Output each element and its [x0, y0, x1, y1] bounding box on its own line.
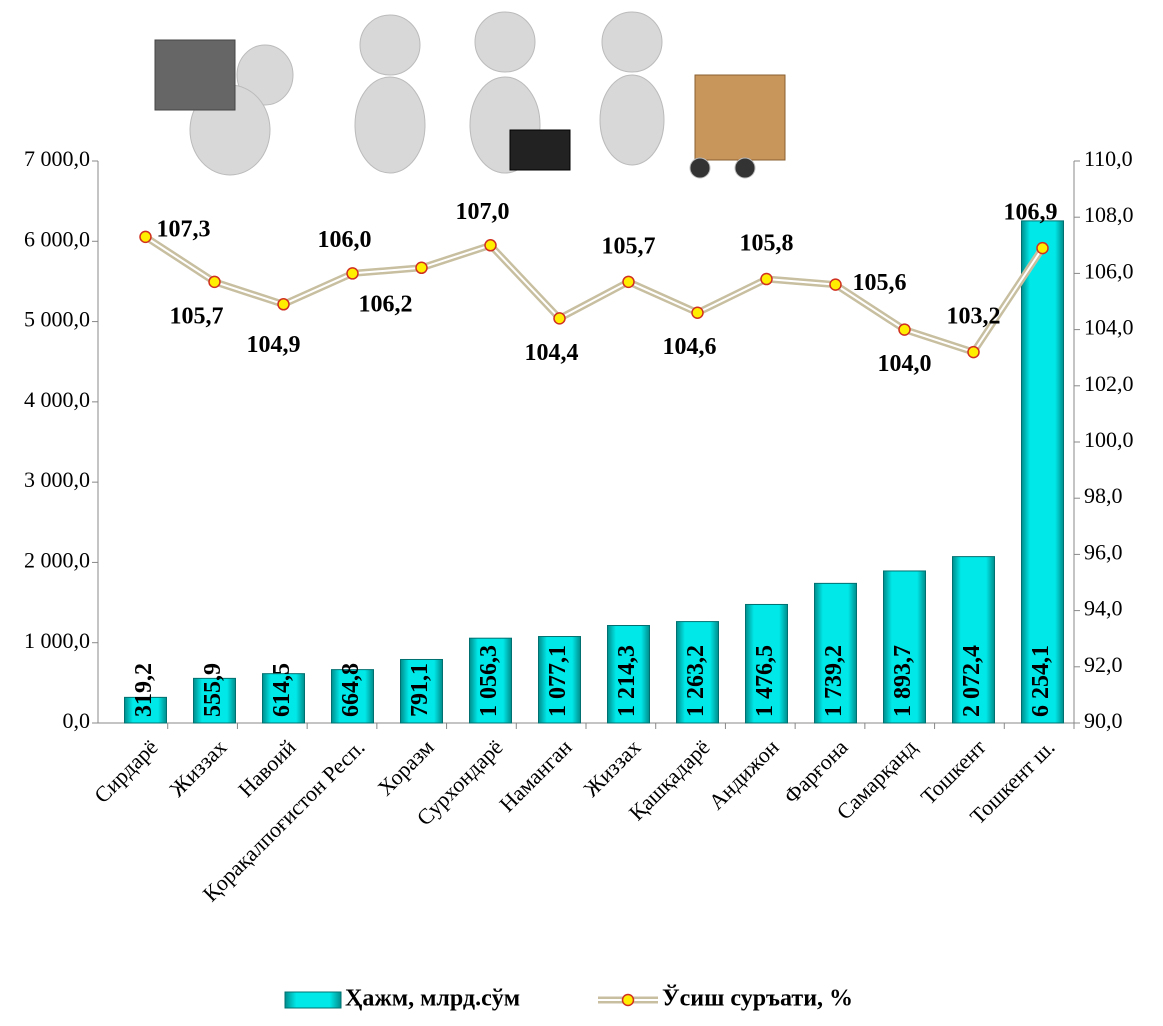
- bar: [469, 637, 512, 724]
- x-tick-label: Хоразм: [372, 734, 438, 800]
- line-value-label: 104,9: [247, 332, 301, 358]
- line-marker: [139, 230, 152, 244]
- bar-value-label: 1 893,7: [890, 645, 916, 717]
- bar-value-label: 664,8: [338, 663, 364, 717]
- bar-value-label: 2 072,4: [959, 645, 985, 717]
- legend-swatch-marker: [621, 993, 635, 1007]
- legend-label: Ҳажм, млрд.сўм: [345, 986, 520, 1012]
- line-marker: [208, 275, 221, 289]
- bar: [607, 625, 650, 724]
- bar-value-label: 614,5: [269, 663, 295, 717]
- y2-tick-label: 94,0: [1084, 596, 1123, 621]
- y-tick-label: 1 000,0: [24, 628, 90, 653]
- bar: [262, 673, 305, 724]
- bar: [538, 636, 581, 724]
- x-tick-label: Навоий: [233, 734, 301, 802]
- y2-tick-label: 92,0: [1084, 652, 1123, 677]
- line-marker: [760, 272, 773, 286]
- line-value-label: 107,0: [456, 199, 510, 225]
- bar: [193, 677, 236, 724]
- bar-value-label: 791,1: [407, 663, 433, 717]
- line-marker: [553, 312, 566, 325]
- line-value-label: 107,3: [157, 216, 211, 242]
- bar-value-label: 1 056,3: [476, 645, 502, 717]
- legend-label: Ўсиш суръати, %: [662, 986, 853, 1012]
- y2-tick-label: 102,0: [1084, 371, 1134, 396]
- line-marker: [967, 345, 980, 359]
- y-tick-label: 3 000,0: [24, 467, 90, 492]
- bar: [814, 582, 857, 724]
- line-marker: [1036, 241, 1049, 255]
- x-tick-label: Андижон: [704, 734, 784, 814]
- illustrations: [154, 11, 786, 179]
- y2-tick-label: 110,0: [1084, 146, 1133, 171]
- bar-value-label: 555,9: [200, 663, 226, 717]
- bar-value-label: 1 476,5: [752, 645, 778, 717]
- y2-tick-label: 98,0: [1084, 483, 1123, 508]
- line-value-label: 104,6: [663, 334, 717, 360]
- y-tick-label: 6 000,0: [24, 226, 90, 251]
- bar: [883, 570, 926, 724]
- bar: [676, 621, 719, 724]
- line-marker: [898, 323, 911, 336]
- bar-value-label: 319,2: [131, 663, 157, 717]
- line-value-label: 105,7: [170, 303, 224, 329]
- line-value-label: 104,0: [878, 351, 932, 377]
- line-value-label: 105,8: [740, 231, 794, 257]
- y2-tick-label: 90,0: [1084, 708, 1123, 733]
- y2-tick-label: 108,0: [1084, 202, 1134, 227]
- line-marker: [415, 261, 428, 275]
- y2-tick-label: 106,0: [1084, 258, 1134, 283]
- bar-value-label: 1 077,1: [545, 645, 571, 717]
- y2-tick-label: 96,0: [1084, 539, 1123, 564]
- y2-tick-label: 104,0: [1084, 315, 1134, 340]
- bar: [1021, 220, 1064, 724]
- bar-value-label: 6 254,1: [1028, 645, 1054, 717]
- y-tick-label: 5 000,0: [24, 307, 90, 332]
- y2-tick-label: 100,0: [1084, 427, 1134, 452]
- x-tick-label: Жиззах: [578, 734, 645, 801]
- x-tick-label: Наманган: [494, 734, 577, 817]
- line-value-label: 103,2: [947, 304, 1001, 330]
- line-value-label: 106,2: [359, 291, 413, 317]
- line-value-label: 104,4: [525, 340, 579, 366]
- line-marker: [346, 267, 359, 280]
- line-value-label: 106,9: [1004, 200, 1058, 226]
- line-value-label: 105,7: [602, 233, 656, 259]
- legend-swatch-bar: [284, 991, 342, 1009]
- y-tick-label: 0,0: [63, 708, 91, 733]
- line-marker: [277, 298, 290, 311]
- bar-value-label: 1 214,3: [614, 645, 640, 717]
- line-inner: [144, 236, 1044, 354]
- line-marker: [484, 239, 497, 252]
- bar: [400, 658, 443, 724]
- y-tick-label: 4 000,0: [24, 387, 90, 412]
- x-tick-label: Жиззах: [164, 734, 231, 801]
- line-value-label: 106,0: [318, 227, 372, 253]
- line-value-label: 105,6: [853, 270, 907, 296]
- bar: [331, 669, 374, 724]
- bar: [952, 556, 995, 724]
- y-tick-label: 2 000,0: [24, 547, 90, 572]
- bar: [124, 696, 167, 724]
- bar-value-label: 1 263,2: [683, 645, 709, 717]
- bar: [745, 603, 788, 724]
- y-tick-label: 7 000,0: [24, 146, 90, 171]
- line-marker: [691, 306, 704, 319]
- x-tick-label: Сирдарё: [89, 734, 162, 807]
- line-marker: [829, 278, 842, 291]
- line-marker: [622, 275, 635, 289]
- bar-value-label: 1 739,2: [821, 645, 847, 717]
